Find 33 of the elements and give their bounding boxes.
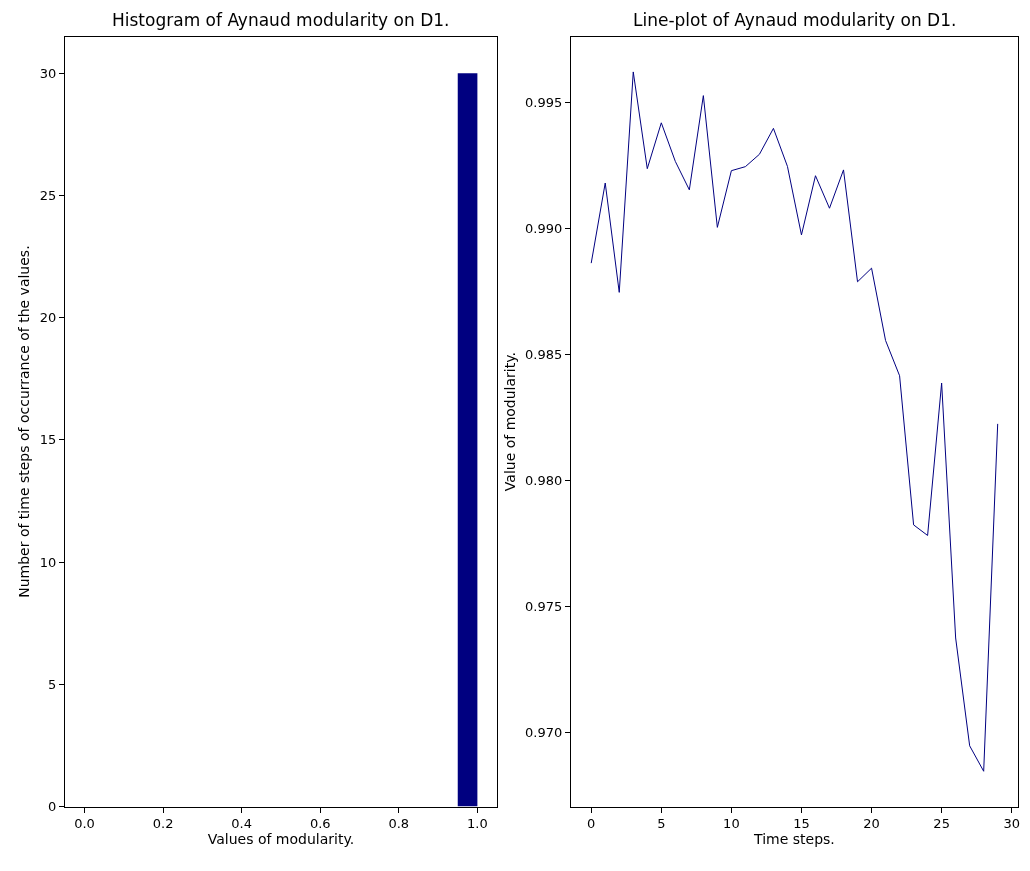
y-tick-label: 0.970 <box>525 725 563 741</box>
y-tick-label: 0.985 <box>525 347 563 363</box>
y-tick-label: 10 <box>39 554 57 570</box>
x-tick-label: 0.8 <box>388 816 410 832</box>
x-axis-title: Time steps. <box>753 831 835 848</box>
x-tick-label: 25 <box>933 816 950 832</box>
y-tick-label: 5 <box>47 676 57 692</box>
x-tick-label: 15 <box>793 816 810 832</box>
y-tick-label: 0.980 <box>525 473 563 489</box>
chart-title: Line-plot of Aynaud modularity on D1. <box>633 10 957 30</box>
y-tick-label: 0.975 <box>525 599 563 615</box>
x-tick-label: 0.4 <box>231 816 253 832</box>
x-tick-label: 0 <box>587 816 596 832</box>
y-axis-title: Value of modularity. <box>501 352 518 492</box>
y-tick-label: 0.995 <box>525 95 563 111</box>
x-tick-label: 30 <box>1003 816 1020 832</box>
x-tick-label: 20 <box>863 816 880 832</box>
x-tick-label: 10 <box>723 816 740 832</box>
y-tick-label: 25 <box>39 188 57 204</box>
y-axis-title: Number of time steps of occurrance of the values. <box>16 245 33 598</box>
x-tick-label: 0.6 <box>309 816 331 832</box>
x-tick-label: 0.2 <box>152 816 174 832</box>
x-tick-label: 1.0 <box>467 816 488 832</box>
y-tick-label: 20 <box>39 310 57 326</box>
chart-title: Histogram of Aynaud modularity on D1. <box>112 10 450 30</box>
line-series <box>590 71 999 772</box>
y-tick-label: 30 <box>39 65 57 81</box>
x-tick-label: 0.0 <box>74 816 95 832</box>
y-tick-label: 15 <box>39 432 57 448</box>
y-tick-label: 0.990 <box>525 221 563 237</box>
x-axis-title: Values of modularity. <box>207 831 355 848</box>
x-tick-label: 5 <box>657 816 666 832</box>
y-tick-label: 0 <box>47 799 57 815</box>
